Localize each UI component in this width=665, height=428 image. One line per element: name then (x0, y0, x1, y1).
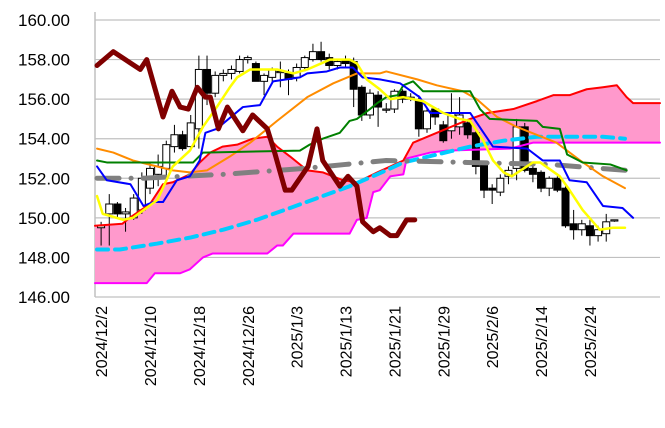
x-tick-label: 2025/2/24 (583, 306, 600, 377)
candle-up (170, 134, 179, 148)
x-tick-label: 2024/12/26 (241, 306, 258, 386)
x-tick-label: 2025/1/13 (339, 306, 356, 377)
tenkan-sen-line (96, 66, 635, 219)
orange-moving-average-line (96, 70, 626, 190)
candle-down (488, 187, 497, 191)
candle-up (308, 51, 317, 61)
candle-down (357, 86, 366, 116)
y-tick-label: 158.00 (18, 51, 70, 70)
candle-down (317, 51, 326, 61)
candle-down (463, 122, 472, 136)
candle-up (219, 72, 228, 76)
candle-down (553, 177, 562, 191)
gray-moving-average-line (94, 157, 630, 181)
candle-up (194, 68, 203, 130)
yellow-moving-average-line (95, 58, 627, 231)
chikou-span-line (94, 49, 418, 239)
candle-up (422, 110, 431, 130)
candle-up (610, 219, 619, 222)
candle-up (382, 108, 391, 111)
candle-down (561, 187, 570, 227)
x-axis-labels: 2024/12/2 2024/12/10 2024/12/18 2024/12/26 2… (94, 306, 600, 386)
y-tick-label: 154.00 (18, 130, 70, 149)
cyan-moving-average-line (95, 134, 627, 252)
candle-up (365, 92, 374, 116)
candle-down (439, 124, 448, 142)
x-tick-label: 2024/12/10 (143, 306, 160, 386)
candle-down (480, 163, 489, 191)
candle-up (260, 74, 269, 82)
y-tick-label: 160.00 (18, 11, 70, 30)
candle-up (300, 57, 309, 68)
candle-up (243, 57, 252, 61)
candle-down (398, 90, 407, 100)
senkou-span-b-line (94, 141, 661, 285)
y-tick-label: 156.00 (18, 90, 70, 109)
ichimoku-cloud (95, 85, 660, 284)
candle-up (105, 203, 114, 215)
candle-up (333, 61, 342, 67)
candle-up (227, 68, 236, 74)
x-tick-label: 2024/12/2 (94, 306, 111, 377)
candle-up (211, 74, 220, 94)
candle-up (121, 211, 130, 215)
cloud-fill (95, 85, 660, 284)
x-tick-label: 2025/1/3 (290, 306, 307, 368)
candle-down (528, 167, 537, 175)
indicator-lines (94, 49, 661, 285)
y-tick-label: 150.00 (18, 209, 70, 228)
y-tick-label: 146.00 (18, 288, 70, 307)
candle-down (585, 225, 594, 237)
candle-down (537, 171, 546, 189)
candle-down (251, 63, 260, 82)
candle-down (203, 68, 212, 94)
x-tick-label: 2025/1/29 (436, 306, 453, 377)
x-tick-label: 2025/2/14 (534, 306, 551, 377)
candle-up (162, 144, 171, 169)
y-tick-label: 148.00 (18, 248, 70, 267)
candle-down (414, 100, 423, 130)
y-axis-labels: 146.00 148.00 150.00 152.00 154.00 156.00 158.… (18, 11, 70, 307)
candle-down (113, 203, 122, 215)
candle-up (496, 177, 505, 193)
x-tick-label: 2025/2/6 (485, 306, 502, 368)
y-tick-label: 152.00 (18, 169, 70, 188)
candle-down (569, 223, 578, 231)
kijun-sen-line (96, 80, 628, 172)
candle-up (545, 177, 554, 189)
x-tick-label: 2025/1/21 (387, 306, 404, 377)
candle-up (235, 59, 244, 72)
candle-down (178, 134, 187, 150)
x-tick-label: 2024/12/18 (192, 306, 209, 386)
candle-up (577, 223, 586, 231)
